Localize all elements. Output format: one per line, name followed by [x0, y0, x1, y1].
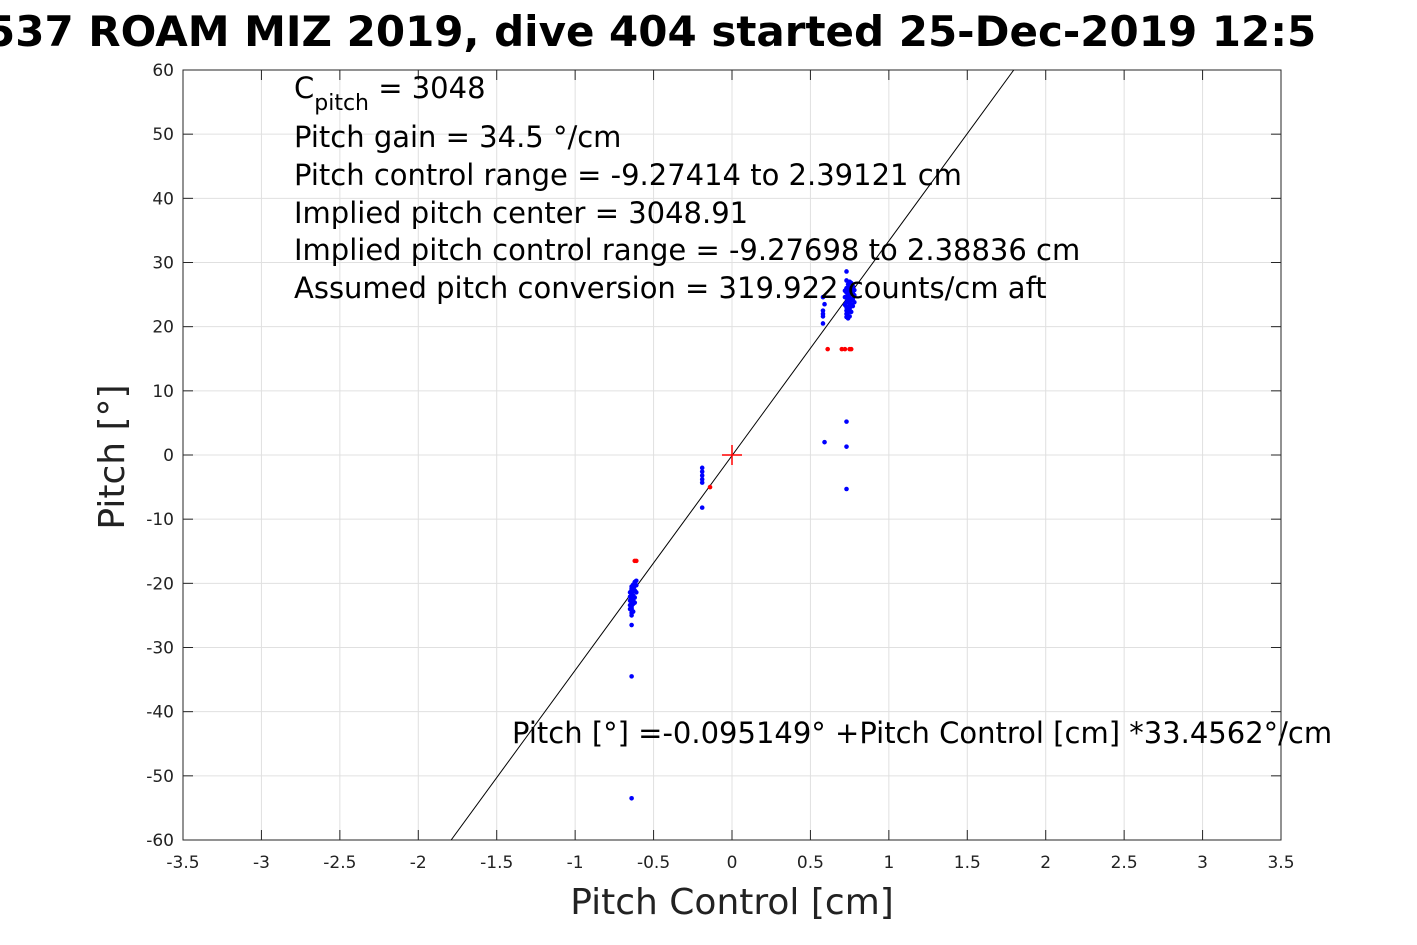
x-tick-label: 1.5	[954, 853, 981, 873]
blue-data-point	[630, 609, 636, 614]
x-tick-label: -3	[253, 853, 270, 873]
red-data-point	[848, 346, 854, 352]
x-tick-label: 2	[1040, 853, 1051, 873]
blue-data-point	[844, 444, 849, 449]
blue-data-point	[844, 486, 849, 492]
blue-data-point	[822, 439, 827, 445]
x-tick-label: 3.5	[1267, 853, 1294, 873]
blue-data-point	[844, 419, 849, 424]
c-pitch-value: = 3048	[369, 71, 486, 105]
blue-data-point	[842, 294, 848, 300]
blue-data-point	[629, 795, 634, 801]
y-tick-label: -60	[146, 831, 174, 851]
x-tick-label: -1	[567, 853, 584, 873]
chart-title: 537 ROAM MIZ 2019, dive 404 started 25-D…	[0, 7, 1316, 56]
x-tick-label: -2.5	[323, 853, 356, 873]
center-marker	[722, 445, 742, 465]
blue-data-point	[842, 302, 848, 308]
blue-data-point	[634, 582, 639, 588]
y-tick-label: 40	[152, 189, 174, 209]
x-axis-label: Pitch Control [cm]	[570, 882, 894, 923]
implied-pitch-control-range-annotation: Implied pitch control range = -9.27698 t…	[294, 233, 1080, 267]
grid	[182, 69, 1282, 841]
blue-data-point	[699, 477, 705, 482]
c-pitch-main: C	[294, 71, 314, 105]
y-tick-label: -50	[146, 767, 174, 787]
x-tick-label: 0	[727, 853, 738, 873]
blue-data-point	[629, 622, 634, 628]
blue-data-point	[699, 473, 705, 478]
x-tick-label: -1.5	[480, 853, 513, 873]
blue-data-point	[699, 469, 705, 474]
blue-data-point	[820, 311, 826, 317]
blue-data-point	[629, 613, 634, 618]
pitch-gain-annotation: Pitch gain = 34.5 °/cm	[294, 120, 621, 154]
blue-data-point	[632, 595, 638, 600]
blue-data-point	[634, 590, 639, 595]
c-pitch-subscript: pitch	[314, 91, 369, 116]
red-data-point	[842, 346, 848, 352]
y-axis-label: Pitch [°]	[92, 384, 133, 529]
blue-data-point	[852, 299, 857, 305]
y-tick-label: 60	[152, 61, 174, 81]
red-data-point	[707, 484, 713, 490]
y-tick-labels: 60 50 40 30 20 10 0 -10 -20 -30 -40 -50 -60	[146, 61, 174, 851]
c-pitch-annotation: Cpitch = 3048	[294, 71, 486, 116]
x-tick-label: 2.5	[1111, 853, 1138, 873]
plot-content	[450, 70, 1015, 840]
x-tick-labels: -3.5 -3 -2.5 -2 -1.5 -1 -0.5 0 0.5 1 1.5 2 2.5 3 3.5	[166, 853, 1294, 873]
y-tick-label: 20	[152, 318, 174, 338]
implied-pitch-center-annotation: Implied pitch center = 3048.91	[294, 196, 748, 230]
y-tick-label: 30	[152, 254, 174, 274]
axis-ticks	[182, 69, 1282, 841]
blue-data-point	[850, 303, 856, 309]
blue-data-point	[627, 606, 633, 612]
assumed-pitch-conversion-annotation: Assumed pitch conversion = 319.922 count…	[294, 271, 1047, 305]
blue-data-point	[820, 294, 826, 300]
blue-data-point	[822, 301, 827, 307]
y-tick-label: 0	[163, 446, 174, 466]
fit-equation-annotation: Pitch [°] =-0.095149° +Pitch Control [cm…	[512, 716, 1332, 750]
y-tick-label: -30	[146, 639, 174, 659]
blue-data-point	[844, 269, 849, 274]
blue-data-point	[852, 287, 857, 293]
x-tick-label: -2	[410, 853, 427, 873]
x-tick-label: 3	[1197, 853, 1208, 873]
y-tick-label: -10	[146, 510, 174, 530]
x-tick-label: -3.5	[166, 853, 199, 873]
data-points	[627, 269, 857, 801]
x-tick-label: 0.5	[797, 853, 824, 873]
x-tick-label: -0.5	[637, 853, 670, 873]
blue-data-point	[850, 283, 856, 289]
blue-data-point	[852, 292, 857, 298]
blue-data-point	[699, 505, 705, 510]
red-data-point	[825, 346, 830, 352]
blue-data-point	[820, 308, 826, 313]
pitch-control-range-annotation: Pitch control range = -9.27414 to 2.3912…	[294, 158, 962, 192]
blue-data-point	[848, 309, 854, 315]
blue-data-point	[699, 465, 705, 471]
blue-data-point	[634, 578, 639, 584]
x-tick-label: 1	[883, 853, 894, 873]
y-tick-label: 50	[152, 125, 174, 145]
blue-data-point	[699, 480, 705, 485]
blue-data-point	[847, 314, 852, 319]
blue-data-point	[820, 321, 826, 326]
red-data-point	[634, 558, 639, 564]
blue-data-point	[632, 600, 638, 605]
blue-data-point	[629, 674, 634, 679]
y-tick-label: -20	[146, 574, 174, 594]
blue-data-point	[842, 288, 848, 294]
y-tick-label: 10	[152, 382, 174, 402]
y-tick-label: -40	[146, 703, 174, 723]
